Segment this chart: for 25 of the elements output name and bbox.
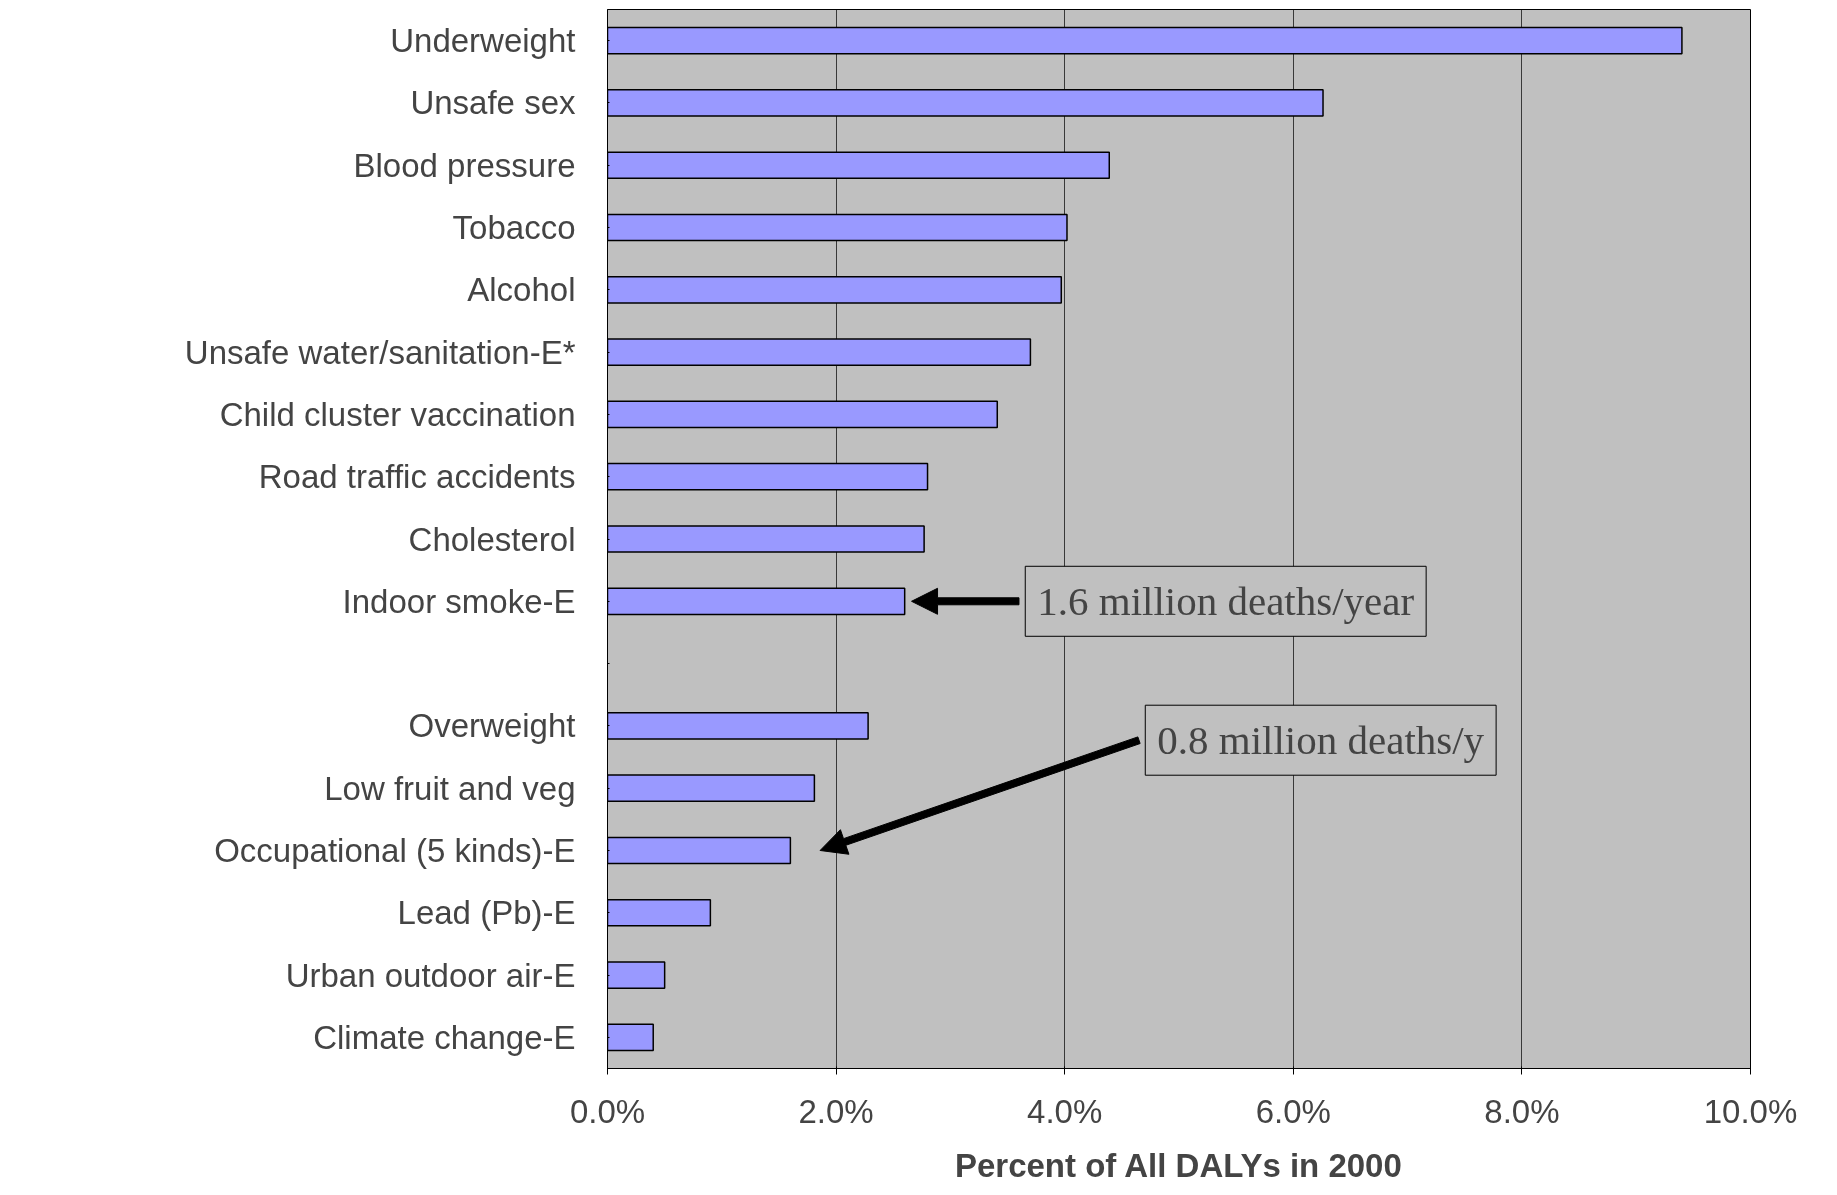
y-tick-label: Urban outdoor air-E xyxy=(285,956,576,994)
x-tick-label: 6.0% xyxy=(1255,1092,1331,1130)
y-tick-label: Occupational (5 kinds)-E xyxy=(214,831,576,869)
x-tick-label: 8.0% xyxy=(1484,1092,1560,1130)
x-axis-title: Percent of All DALYs in 2000 xyxy=(954,1146,1402,1184)
y-tick-label: Road traffic accidents xyxy=(258,458,576,496)
x-tick-label: 2.0% xyxy=(798,1092,874,1130)
x-tick-label: 10.0% xyxy=(1703,1092,1798,1130)
y-tick-label: Tobacco xyxy=(452,209,576,247)
x-tick-label: 4.0% xyxy=(1027,1092,1103,1130)
y-tick-label: Lead (Pb)-E xyxy=(397,894,576,932)
y-tick-label: Cholesterol xyxy=(408,520,576,558)
y-tick-label: Alcohol xyxy=(467,271,576,309)
y-tick-label: Climate change-E xyxy=(313,1018,576,1056)
y-tick-label: Unsafe water/sanitation-E* xyxy=(184,333,576,371)
y-tick-label: Indoor smoke-E xyxy=(342,582,576,620)
x-tick-label: 0.0% xyxy=(569,1092,646,1130)
y-tick-label: Blood pressure xyxy=(353,146,576,184)
y-tick-label: Low fruit and veg xyxy=(324,769,576,807)
y-tick-label: Child cluster vaccination xyxy=(219,395,576,433)
y-tick-label: Overweight xyxy=(408,707,576,745)
annotation: 1.6 million deaths/year xyxy=(1037,578,1415,625)
annotation: 0.8 million deaths/y xyxy=(1157,717,1485,764)
y-tick-label: Underweight xyxy=(390,22,576,60)
y-tick-label: Unsafe sex xyxy=(410,84,576,122)
